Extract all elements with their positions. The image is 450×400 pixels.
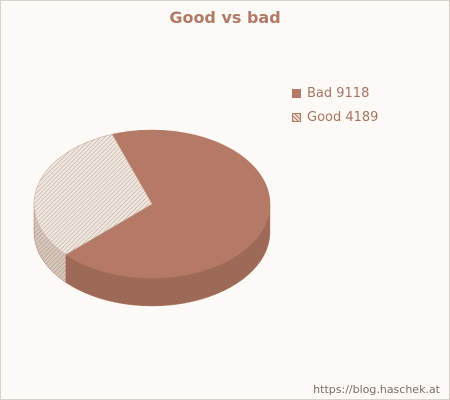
legend-swatch-bad xyxy=(292,89,301,98)
legend-swatch-good xyxy=(292,113,301,122)
legend-item-bad: Bad 9118 xyxy=(292,86,369,101)
pie-slice-good xyxy=(33,134,153,255)
credit-link[interactable]: https://blog.haschek.at xyxy=(313,383,440,396)
legend-item-good: Good 4189 xyxy=(292,110,378,125)
pie-slice-bad xyxy=(65,129,271,279)
chart-title: Good vs bad xyxy=(169,8,281,27)
legend-label-good: Good 4189 xyxy=(307,110,379,125)
legend-label-bad: Bad 9118 xyxy=(307,86,370,101)
